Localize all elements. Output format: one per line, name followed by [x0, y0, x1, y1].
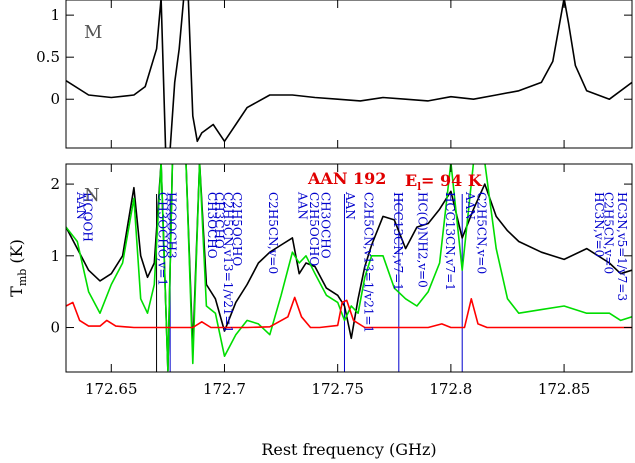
x-tick-label-2: 172.75	[311, 380, 364, 398]
species-label-14: HCC13CN,v7=1	[391, 192, 405, 291]
energy-value: = 94 K	[421, 171, 483, 190]
series-line-0	[66, 164, 632, 372]
species-label-19: HC3N,v=0	[592, 192, 606, 257]
species-label-13: C2H5CN,v13=1/v21=1	[361, 192, 375, 333]
x-tick-label-0: 172.65	[85, 380, 138, 398]
panel-n-frame	[65, 163, 633, 373]
x-tick-label-1: 172.7	[203, 380, 246, 398]
energy-symbol: E	[405, 171, 417, 190]
x-axis-title: Rest frequency (GHz)	[261, 440, 436, 459]
species-label-20: C2H5CN,v=0	[601, 192, 615, 274]
y-axis-title-unit: (K)	[7, 239, 26, 269]
y-tick-label-1: 0.5	[36, 48, 60, 66]
energy-subscript: l	[417, 182, 421, 193]
species-label-10: C2H5OCHO	[307, 192, 321, 266]
species-label-5: CH3CHO	[212, 192, 226, 249]
species-label-9: AAN	[296, 191, 310, 220]
x-tick-label-3: 172.8	[429, 380, 472, 398]
energy-annotation: El= 94 K	[405, 171, 483, 193]
panel-m-frame	[65, 0, 633, 149]
panel-m-label: M	[84, 22, 102, 43]
y-axis-title-sub: mb	[16, 269, 29, 286]
species-label-1: HCOOH	[81, 192, 95, 242]
species-label-21: HC3N,v5=1/v7=3	[615, 192, 629, 301]
species-label-11: CH3OCHO	[318, 192, 332, 259]
panel-m: 0 0.5 1 M	[36, 0, 633, 149]
panel-n-label: N	[84, 185, 100, 206]
species-label-3: HCOOCH3	[164, 192, 178, 259]
y-tick-label-2: 1	[50, 6, 60, 24]
series-line-0	[66, 0, 632, 148]
y-tick-label-0: 0	[50, 90, 60, 108]
species-label-15: HC(O)NH2,v=0	[416, 192, 430, 288]
species-label-0: AAN	[74, 191, 88, 220]
species-label-17: AAN	[463, 191, 477, 220]
series-line-1	[66, 164, 632, 372]
species-label-7: C2H5OCHO	[230, 192, 244, 266]
species-label-12: AAN	[343, 191, 357, 220]
y-tick-label-2: 2	[50, 175, 60, 193]
species-label-2: CH3OCHO,v=1	[155, 192, 169, 286]
series-line-2	[66, 296, 632, 329]
species-label-8: C2H5CN,v=0	[266, 192, 280, 274]
species-label-16: HCC13CN,v7=1	[443, 192, 457, 291]
y-tick-label-1: 1	[50, 247, 60, 265]
species-label-18: C2H5CN,v=0	[475, 192, 489, 274]
y-axis-title-main: T	[7, 286, 26, 297]
x-tick-label-4: 172.85	[538, 380, 591, 398]
y-tick-label-0: 0	[50, 319, 60, 337]
y-axis-title: Tmb (K)	[7, 239, 29, 297]
species-label-4: CH3OCHO	[205, 192, 219, 259]
aan-annotation: AAN 192	[307, 169, 386, 188]
species-label-6: C2H5CN,v13=1/v21=1	[221, 192, 235, 333]
